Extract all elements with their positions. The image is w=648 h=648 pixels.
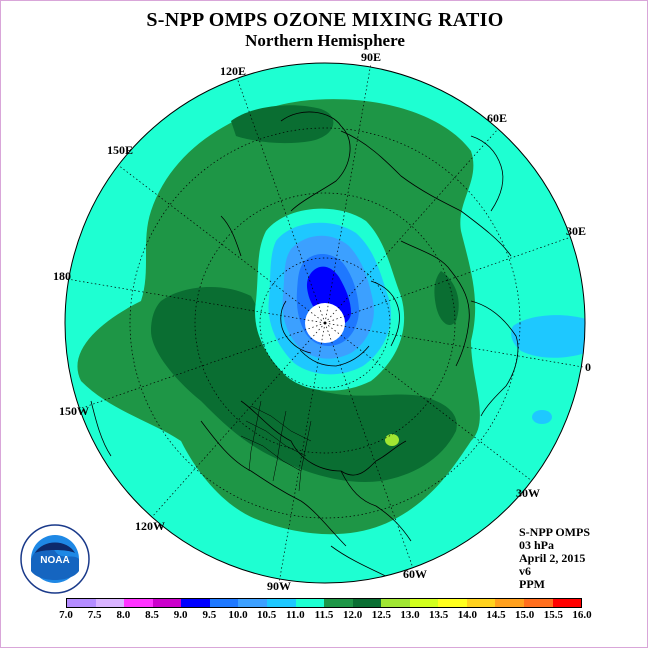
colorbar-tick-label: 8.0: [116, 609, 131, 621]
colorbar-swatch: [124, 599, 153, 607]
lon-label-30e: 30E: [566, 224, 587, 238]
colorbar-ticks: 7.0 7.5 8.0 8.5 9.0 9.5 10.0 10.5 11.0 11.5 12.0 12…: [51, 609, 597, 623]
colorbar-tick-label: 9.0: [173, 609, 188, 621]
map-subtitle: Northern Hemisphere: [245, 31, 405, 50]
lon-label-120e: 120E: [220, 64, 247, 78]
colorbar-swatch: [95, 599, 125, 607]
info-date: April 2, 2015: [519, 551, 586, 565]
colorbar-tick-label: 8.5: [145, 609, 159, 621]
colorbar-tick-label: 13.0: [400, 609, 420, 621]
ozone-field-12-0-east: [434, 271, 459, 326]
lon-label-150e: 150E: [107, 143, 134, 157]
colorbar-tick-label: 11.5: [314, 609, 334, 621]
colorbar-tick-label: 7.5: [87, 609, 102, 621]
ozone-field-12-5: [385, 434, 399, 446]
noaa-logo-text: NOAA: [40, 555, 69, 566]
colorbar-swatch: [495, 599, 524, 607]
map-title: S-NPP OMPS OZONE MIXING RATIO: [146, 9, 504, 31]
lon-label-150w: 150W: [59, 404, 89, 418]
lon-label-0: 0: [585, 360, 591, 374]
state-boundaries: [240, 400, 312, 492]
graticule: [66, 62, 584, 584]
colorbar-tick-label: 7.0: [59, 609, 73, 621]
colorbar-tick-label: 9.5: [202, 609, 217, 621]
info-units: PPM: [519, 577, 545, 591]
lon-label-90w: 90W: [267, 579, 291, 593]
colorbar-swatch: [181, 599, 210, 607]
info-version: v6: [519, 564, 531, 578]
colorbar-swatch: [409, 599, 439, 607]
colorbar-swatch: [295, 599, 325, 607]
lon-label-90e: 90E: [361, 50, 382, 64]
colorbar: [66, 598, 582, 608]
colorbar-tick-label: 15.5: [543, 609, 563, 621]
colorbar-swatch: [209, 599, 239, 607]
colorbar-tick-label: 11.0: [286, 609, 305, 621]
colorbar-tick-label: 13.5: [429, 609, 449, 621]
info-block: S-NPP OMPS 03 hPa April 2, 2015 v6 PPM: [519, 526, 590, 591]
colorbar-swatch: [438, 599, 467, 607]
colorbar-tick-label: 14.0: [457, 609, 477, 621]
coastlines: [90, 111, 519, 583]
colorbar-tick-label: 15.0: [515, 609, 535, 621]
colorbar-swatch: [152, 599, 182, 607]
map-boundary: [64, 62, 586, 584]
colorbar-tick-label: 16.0: [572, 609, 592, 621]
colorbar-swatch: [524, 599, 553, 607]
info-level: 03 hPa: [519, 538, 555, 552]
colorbar-swatch: [381, 599, 410, 607]
ozone-field-10-5-small: [532, 410, 552, 424]
lon-label-180: 180: [53, 269, 71, 283]
colorbar-swatch: [324, 599, 353, 607]
colorbar-swatch: [466, 599, 496, 607]
lon-label-60e: 60E: [487, 111, 508, 125]
lon-label-60w: 60W: [403, 567, 427, 581]
colorbar-tick-label: 14.5: [486, 609, 506, 621]
lon-label-120w: 120W: [135, 519, 165, 533]
colorbar-tick-label: 10.0: [228, 609, 248, 621]
ozone-field-12-0-north: [231, 105, 334, 144]
colorbar-tick-label: 12.0: [343, 609, 363, 621]
colorbar-tick-label: 12.5: [371, 609, 391, 621]
colorbar-swatch: [552, 599, 582, 607]
colorbar-tick-label: 10.5: [257, 609, 277, 621]
ozone-field-10-5-east: [511, 315, 585, 358]
info-instrument: S-NPP OMPS: [519, 525, 590, 539]
noaa-logo: NOAA: [20, 524, 90, 594]
colorbar-swatch: [67, 599, 96, 607]
colorbar-swatch: [352, 599, 382, 607]
lon-label-30w: 30W: [516, 486, 540, 500]
colorbar-swatch: [266, 599, 296, 607]
colorbar-swatch: [238, 599, 267, 607]
